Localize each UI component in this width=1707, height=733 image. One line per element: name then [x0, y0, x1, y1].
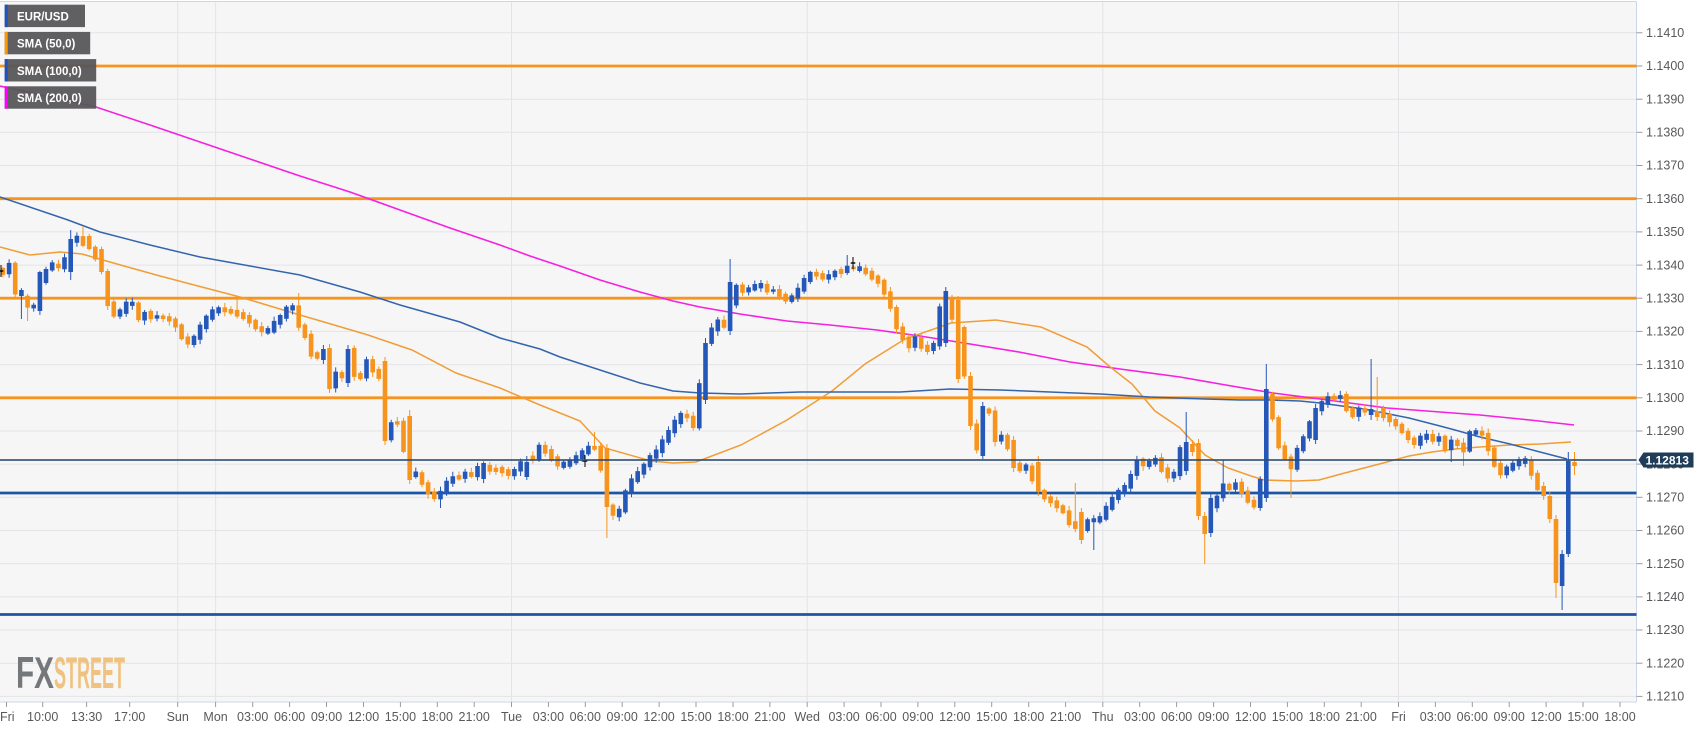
svg-text:06:00: 06:00 — [1161, 710, 1192, 724]
svg-text:06:00: 06:00 — [274, 710, 305, 724]
svg-text:06:00: 06:00 — [865, 710, 896, 724]
svg-text:1.1330: 1.1330 — [1646, 291, 1684, 305]
svg-text:18:00: 18:00 — [717, 710, 748, 724]
svg-text:21:00: 21:00 — [754, 710, 785, 724]
svg-text:1.1250: 1.1250 — [1646, 557, 1684, 571]
svg-text:1.1380: 1.1380 — [1646, 126, 1684, 140]
svg-text:13:30: 13:30 — [71, 710, 102, 724]
svg-text:1.1400: 1.1400 — [1646, 59, 1684, 73]
svg-text:Mon: Mon — [203, 710, 227, 724]
svg-text:1.1310: 1.1310 — [1646, 358, 1684, 372]
svg-text:03:00: 03:00 — [237, 710, 268, 724]
svg-text:SMA (200,0): SMA (200,0) — [17, 93, 82, 105]
svg-text:Fri: Fri — [0, 710, 15, 724]
svg-text:12:00: 12:00 — [348, 710, 379, 724]
svg-text:1.1410: 1.1410 — [1646, 26, 1684, 40]
svg-text:17:00: 17:00 — [114, 710, 145, 724]
svg-text:1.12813: 1.12813 — [1646, 454, 1690, 468]
svg-text:18:00: 18:00 — [422, 710, 453, 724]
svg-text:Thu: Thu — [1092, 710, 1114, 724]
svg-text:15:00: 15:00 — [385, 710, 416, 724]
svg-text:18:00: 18:00 — [1309, 710, 1340, 724]
svg-text:1.1370: 1.1370 — [1646, 159, 1684, 173]
svg-text:03:00: 03:00 — [1124, 710, 1155, 724]
svg-text:1.1220: 1.1220 — [1646, 656, 1684, 670]
svg-text:18:00: 18:00 — [1013, 710, 1044, 724]
svg-text:09:00: 09:00 — [1494, 710, 1525, 724]
svg-text:18:00: 18:00 — [1604, 710, 1635, 724]
svg-text:15:00: 15:00 — [680, 710, 711, 724]
svg-text:06:00: 06:00 — [570, 710, 601, 724]
svg-text:Fri: Fri — [1391, 710, 1406, 724]
svg-text:12:00: 12:00 — [1530, 710, 1561, 724]
svg-text:21:00: 21:00 — [1346, 710, 1377, 724]
svg-text:EUR/USD: EUR/USD — [17, 12, 69, 24]
svg-text:03:00: 03:00 — [533, 710, 564, 724]
svg-text:1.1260: 1.1260 — [1646, 524, 1684, 538]
svg-text:1.1320: 1.1320 — [1646, 325, 1684, 339]
svg-text:1.1230: 1.1230 — [1646, 623, 1684, 637]
svg-text:1.1300: 1.1300 — [1646, 391, 1684, 405]
svg-text:STREET: STREET — [54, 649, 125, 698]
svg-text:15:00: 15:00 — [1567, 710, 1598, 724]
svg-text:12:00: 12:00 — [643, 710, 674, 724]
svg-text:06:00: 06:00 — [1457, 710, 1488, 724]
svg-text:Sun: Sun — [167, 710, 189, 724]
svg-text:1.1270: 1.1270 — [1646, 491, 1684, 505]
svg-text:Tue: Tue — [501, 710, 522, 724]
svg-text:15:00: 15:00 — [976, 710, 1007, 724]
svg-text:1.1290: 1.1290 — [1646, 424, 1684, 438]
svg-text:SMA (50,0): SMA (50,0) — [17, 39, 76, 51]
svg-text:09:00: 09:00 — [1198, 710, 1229, 724]
svg-text:03:00: 03:00 — [828, 710, 859, 724]
svg-text:1.1240: 1.1240 — [1646, 590, 1684, 604]
svg-text:10:00: 10:00 — [27, 710, 58, 724]
svg-text:SMA (100,0): SMA (100,0) — [17, 66, 82, 78]
svg-text:21:00: 21:00 — [459, 710, 490, 724]
svg-text:Wed: Wed — [794, 710, 820, 724]
svg-text:09:00: 09:00 — [902, 710, 933, 724]
svg-text:03:00: 03:00 — [1420, 710, 1451, 724]
svg-text:15:00: 15:00 — [1272, 710, 1303, 724]
svg-text:09:00: 09:00 — [607, 710, 638, 724]
svg-text:1.1360: 1.1360 — [1646, 192, 1684, 206]
svg-text:1.1350: 1.1350 — [1646, 225, 1684, 239]
svg-text:21:00: 21:00 — [1050, 710, 1081, 724]
svg-text:12:00: 12:00 — [1235, 710, 1266, 724]
svg-text:1.1390: 1.1390 — [1646, 92, 1684, 106]
svg-text:12:00: 12:00 — [939, 710, 970, 724]
svg-text:FX: FX — [16, 649, 54, 698]
svg-text:09:00: 09:00 — [311, 710, 342, 724]
svg-text:1.1340: 1.1340 — [1646, 258, 1684, 272]
svg-text:1.1210: 1.1210 — [1646, 690, 1684, 704]
